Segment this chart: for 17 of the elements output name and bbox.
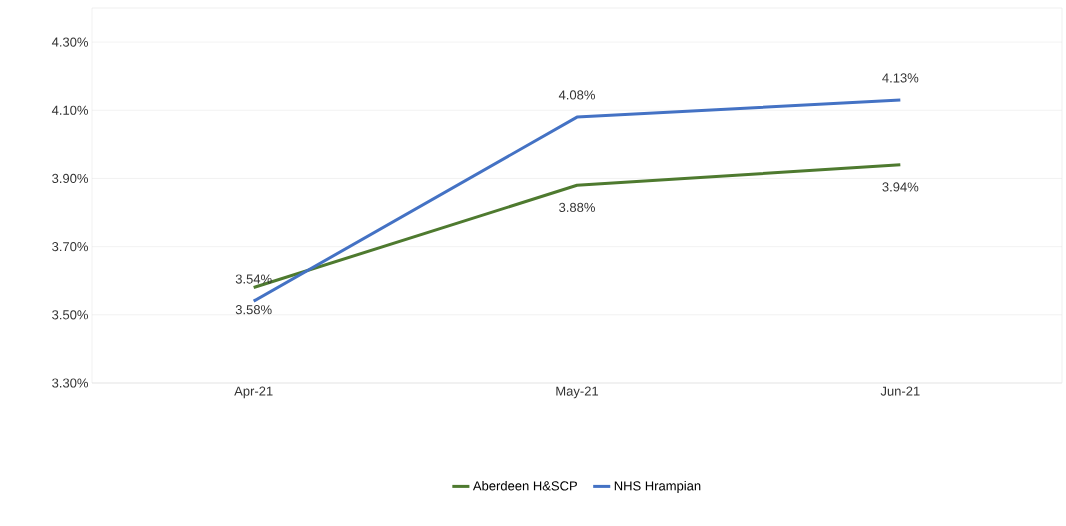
x-tick-label: Apr-21 [234,386,273,399]
data-label: 4.13% [882,73,919,83]
legend-label: NHS Hrampian [614,480,701,494]
y-tick-label: 3.70% [52,242,89,252]
data-label: 3.58% [235,305,272,315]
legend-label: Aberdeen H&SCP [472,480,577,491]
y-tick-label: 3.90% [52,173,89,184]
y-tick-label: 4.10% [51,105,89,115]
y-tick-label: 3.30% [52,378,89,388]
data-label: 3.94% [882,182,919,192]
y-tick-label: 4.30% [51,37,89,47]
data-label: 3.54% [235,274,272,284]
y-tick-label: 3.50% [52,310,89,320]
x-tick-label: Jun-21 [880,386,920,396]
x-tick-label: May-21 [556,386,599,399]
data-label: 3.88% [559,202,595,212]
data-label: 4.08% [558,90,595,100]
